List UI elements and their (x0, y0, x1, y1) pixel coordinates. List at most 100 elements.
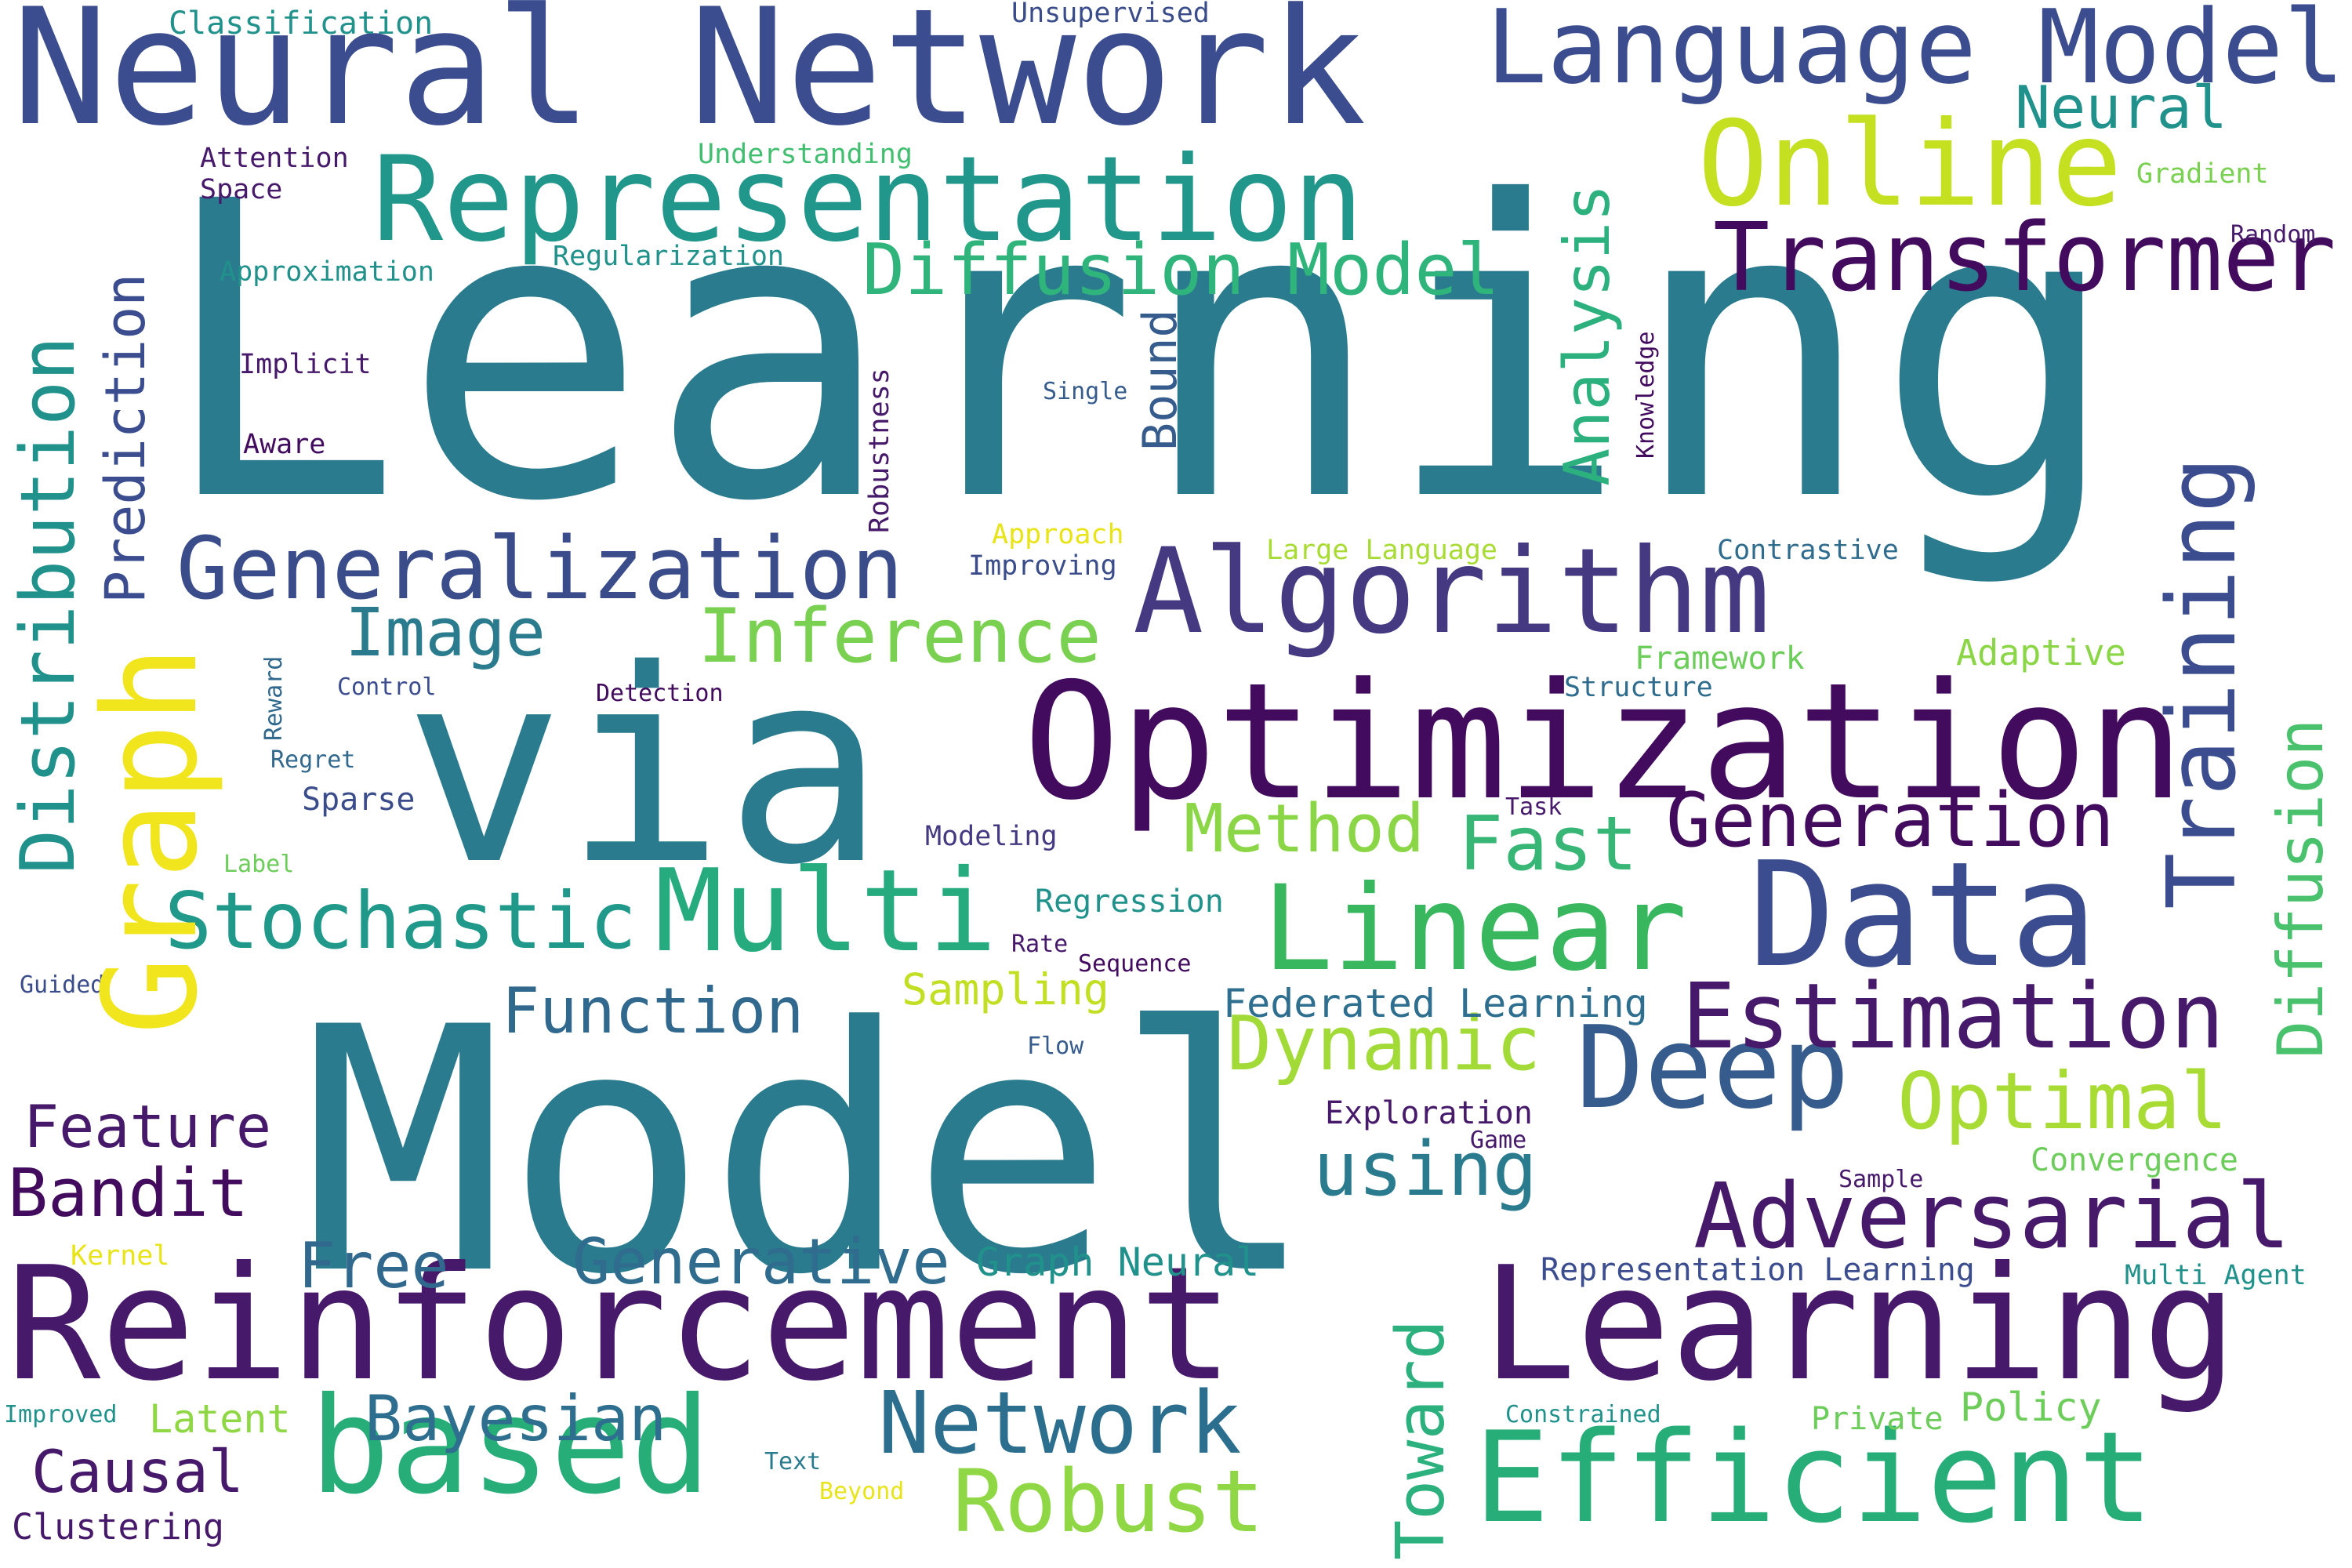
word-function-30: Function (502, 975, 804, 1047)
word-based-14: based (310, 1369, 711, 1524)
word-causal-39: Causal (31, 1437, 244, 1506)
word-contrastive-54: Contrastive (1717, 535, 1899, 566)
word-robust-26: Robust (953, 1451, 1265, 1552)
word-free-37: Free (298, 1229, 449, 1302)
word-using-29: using (1313, 1127, 1537, 1213)
word-sampling-47: Sampling (902, 964, 1109, 1014)
word-efficient-9: Efficient (1474, 1404, 2154, 1551)
word-improving-56: Improving (968, 550, 1117, 582)
word-robustness-98: Robustness (864, 368, 895, 533)
word-task-75: Task (1505, 793, 1563, 821)
word-adaptive-50: Adaptive (1956, 632, 2126, 673)
word-representation-learning-44: Representation Learning (1541, 1252, 1975, 1288)
word-private-89: Private (1811, 1401, 1944, 1437)
word-generative-34: Generative (572, 1225, 950, 1298)
word-diffusion-95: Diffusion (2264, 718, 2337, 1058)
word-estimation-19: Estimation (1682, 964, 2225, 1069)
word-aware-66: Aware (243, 429, 326, 460)
word-framework-52: Framework (1635, 641, 1805, 677)
word-sequence-78: Sequence (1078, 950, 1192, 978)
word-attention-61: Attention (200, 143, 349, 174)
word-analysis-93: Analysis (1551, 183, 1624, 486)
word-learning-6: Learning (1482, 1233, 2238, 1416)
word-federated-learning-43: Federated Learning (1223, 981, 1648, 1026)
word-clustering-46: Clustering (12, 1506, 224, 1548)
word-online-12: Online (1697, 96, 2122, 233)
word-bound-97: Bound (1133, 309, 1188, 451)
word-random-69: Random (2230, 221, 2316, 249)
word-regret-72: Regret (270, 746, 356, 774)
word-fast-32: Fast (1458, 801, 1638, 887)
word-space-62: Space (200, 174, 283, 205)
word-unsupervised-59: Unsupervised (1011, 0, 1210, 29)
word-rate-77: Rate (1011, 931, 1069, 958)
word-convergence-51: Convergence (2031, 1142, 2238, 1178)
word-training-94: Training (2148, 456, 2257, 909)
word-approach-55: Approach (992, 519, 1124, 550)
word-neural-network-4: Neural Network (12, 0, 1367, 162)
word-deep-16: Deep (1576, 1002, 1850, 1134)
word-latent-45: Latent (149, 1396, 291, 1442)
word-gradient-68: Gradient (2136, 158, 2269, 190)
word-multi-agent-83: Multi Agent (2125, 1260, 2307, 1291)
word-dynamic-28: Dynamic (1227, 1001, 1541, 1087)
word-guided-79: Guided (20, 971, 105, 999)
word-via-2: via (404, 613, 886, 924)
word-diffusion-model-24: Diffusion Model (862, 229, 1500, 311)
word-constrained-88: Constrained (1505, 1401, 1661, 1428)
word-single-67: Single (1043, 378, 1128, 405)
word-stochastic-22: Stochastic (165, 875, 637, 967)
word-reinforcement-3: Reinforcement (6, 1233, 1234, 1416)
word-sparse-73: Sparse (302, 782, 416, 818)
word-classification-58: Classification (169, 5, 434, 42)
word-data-7: Data (1748, 830, 2098, 1000)
word-model-1: Model (302, 956, 1317, 1348)
word-beyond-87: Beyond (819, 1478, 905, 1505)
word-generalization-18: Generalization (176, 518, 904, 619)
word-policy-42: Policy (1960, 1385, 2102, 1430)
word-method-31: Method (1184, 790, 1425, 868)
word-improved-85: Improved (4, 1401, 118, 1428)
word-structure-53: Structure (1564, 672, 1713, 703)
word-neural-40: Neural (2015, 73, 2227, 142)
word-exploration-48: Exploration (1325, 1095, 1533, 1131)
word-inference-27: Inference (698, 593, 1102, 680)
word-toward-96: Toward (1382, 1319, 1460, 1560)
word-implicit-65: Implicit (239, 349, 372, 380)
word-knowledge-99: Knowledge (1632, 331, 1660, 459)
word-language-model-10: Language Model (1486, 0, 2345, 107)
word-adversarial-20: Adversarial (1693, 1164, 2291, 1269)
word-flow-80: Flow (1027, 1033, 1084, 1060)
word-linear-13: Linear (1262, 861, 1687, 997)
word-reward-100: Reward (260, 655, 288, 741)
word-algorithm-11: Algorithm (1133, 524, 1770, 660)
word-prediction-92: Prediction (93, 273, 158, 604)
word-learning-0: Learning (157, 115, 2121, 590)
word-modeling-74: Modeling (925, 821, 1058, 852)
word-graph-neural-41: Graph Neural (976, 1240, 1260, 1285)
word-bandit-36: Bandit (8, 1155, 249, 1232)
word-kernel-84: Kernel (71, 1240, 170, 1272)
word-sample-82: Sample (1838, 1166, 1924, 1193)
word-control-70: Control (337, 673, 437, 701)
word-representation-8: Representation (372, 132, 1364, 268)
word-bayesian-38: Bayesian (365, 1382, 667, 1455)
word-feature-35: Feature (24, 1092, 272, 1161)
word-regression-49: Regression (1035, 884, 1224, 920)
word-multi-15: Multi (655, 845, 997, 978)
word-detection-71: Detection (596, 680, 724, 707)
word-generation-21: Generation (1666, 778, 2114, 864)
word-understanding-60: Understanding (698, 139, 913, 170)
word-approximation-63: Approximation (220, 256, 434, 288)
word-game-81: Game (1470, 1127, 1527, 1154)
word-optimal-25: Optimal (1897, 1055, 2228, 1147)
word-label-76: Label (223, 851, 295, 878)
word-text-86: Text (764, 1448, 822, 1475)
word-optimization-5: Optimization (1023, 649, 2185, 836)
word-network-23: Network (878, 1373, 1242, 1473)
word-regularization-64: Regularization (553, 241, 785, 272)
word-image-33: Image (345, 594, 546, 672)
word-graph-91: Graph (75, 645, 226, 1035)
word-transformer-17: Transformer (1713, 204, 2336, 313)
